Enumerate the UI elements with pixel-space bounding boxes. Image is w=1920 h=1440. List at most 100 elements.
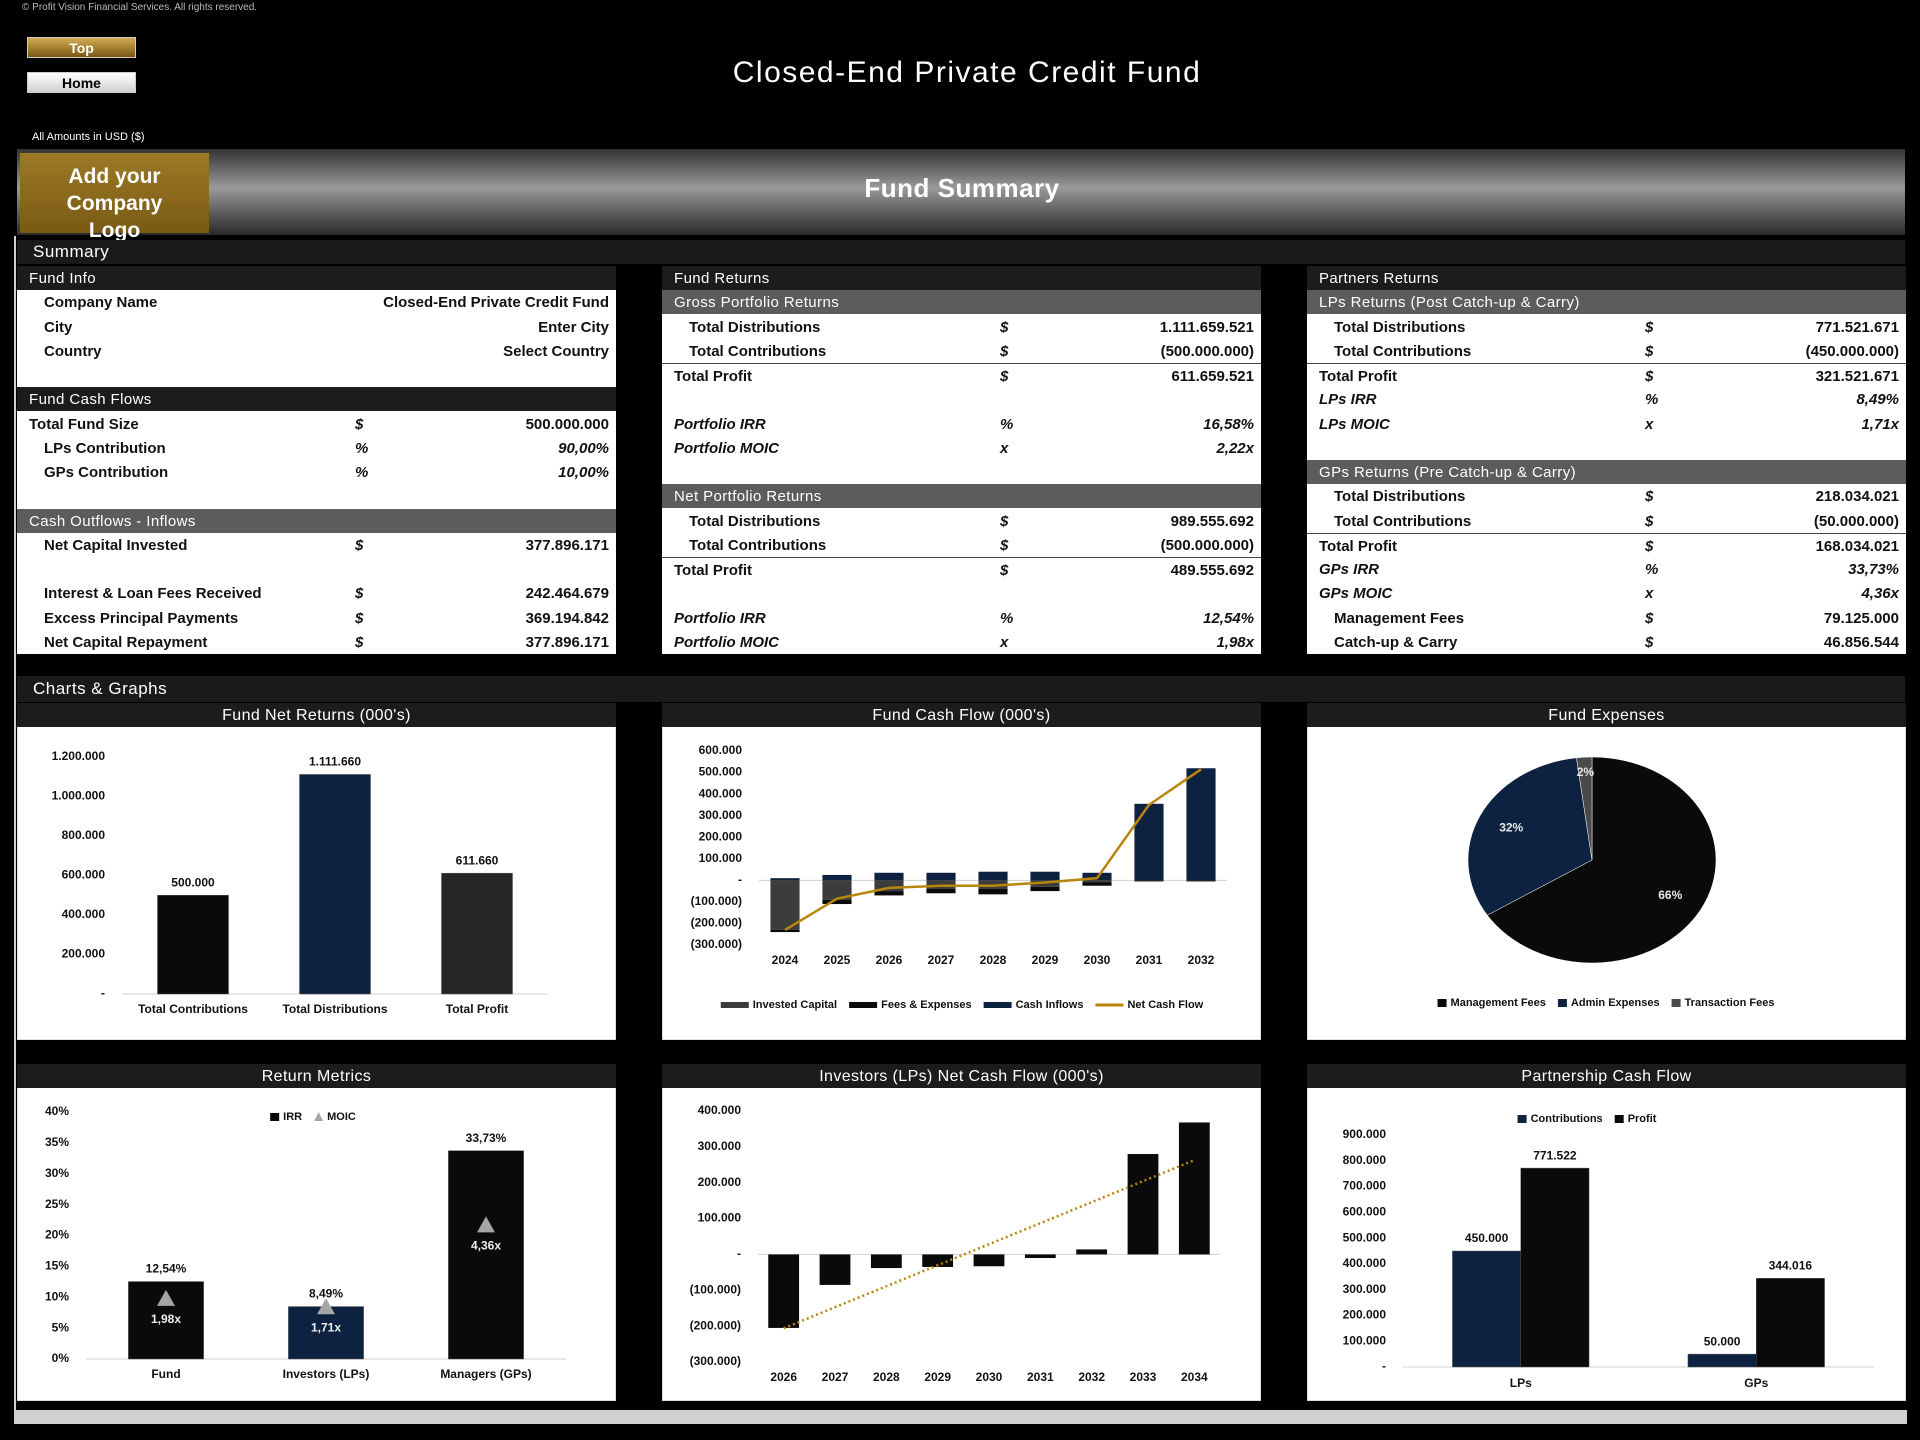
value-label: 66% — [1658, 888, 1682, 902]
trendline — [783, 1159, 1195, 1330]
row-label: Total Distributions — [1334, 488, 1466, 506]
row-value: (500.000.000) — [1160, 342, 1254, 360]
table-row: LPs Contribution% 90,00% — [17, 436, 616, 460]
row-unit: % — [1000, 609, 1014, 627]
table-row: Total Contributions $ (500.000.000) — [662, 533, 1261, 557]
bar — [1076, 1249, 1108, 1255]
chart-title-bar — [1307, 703, 1906, 727]
row-unit: $ — [1645, 609, 1654, 627]
x-tick-label: 2025 — [824, 953, 851, 967]
y-tick-label: - — [738, 873, 742, 887]
row-label: Net Capital Repayment — [44, 633, 208, 651]
row-value: 46.856.544 — [1823, 633, 1899, 651]
bar-segment — [1030, 871, 1060, 881]
bar — [299, 774, 371, 995]
row-unit: $ — [1000, 368, 1009, 385]
value-label: 771.522 — [1533, 1148, 1577, 1162]
row-value: 8,49% — [1856, 391, 1899, 409]
y-tick-label: - — [737, 1247, 741, 1261]
y-tick-label: (200.000) — [691, 916, 742, 930]
table-row: Total Contributions $ (450.000.000) — [1307, 339, 1906, 363]
y-tick-label: - — [101, 986, 105, 1000]
row-unit: % — [355, 439, 369, 457]
chart-title: Partnership Cash Flow — [1521, 1068, 1691, 1085]
legend-label: Cash Inflows — [1016, 999, 1084, 1011]
y-tick-label: 1.000.000 — [52, 789, 106, 803]
y-tick-label: (100.000) — [691, 894, 742, 908]
marker — [317, 1298, 335, 1315]
bar-segment — [822, 874, 852, 881]
value-label: 33,73% — [466, 1131, 507, 1145]
row-unit: $ — [1645, 537, 1654, 555]
value-label: 1,71x — [311, 1320, 341, 1334]
x-tick-label: 2028 — [980, 953, 1007, 967]
bar — [1178, 1122, 1210, 1255]
bar — [870, 1254, 902, 1269]
legend-label: Invested Capital — [753, 999, 837, 1011]
legend-label: IRR — [283, 1111, 302, 1123]
legend-swatch — [849, 1002, 878, 1008]
chart: Investors (LPs) Net Cash Flow (000's) (30… — [662, 1064, 1261, 1401]
column-title: Partners Returns — [1319, 270, 1439, 287]
row-label: Total Contributions — [1334, 512, 1472, 530]
top-button[interactable]: Top — [27, 37, 136, 58]
row-value: 377.896.171 — [525, 536, 609, 554]
row-unit: $ — [1645, 318, 1654, 336]
row-value: 1,71x — [1861, 415, 1899, 433]
table-row: LPs MOIC x 1,71x — [1307, 412, 1906, 436]
legend-swatch — [1557, 999, 1567, 1007]
chart-title-bar — [1307, 1064, 1906, 1088]
y-tick-label: 100.000 — [698, 1211, 742, 1225]
row-label: Total Fund Size — [29, 415, 139, 433]
x-tick-label: 2030 — [976, 1370, 1003, 1384]
row-value: 489.555.692 — [1170, 562, 1254, 579]
block-header: Fund Info — [17, 266, 616, 290]
bar-segment — [1134, 803, 1164, 881]
table-row: Total Profit $611.659.521 — [662, 363, 1261, 387]
home-button[interactable]: Home — [27, 72, 136, 93]
block-title: Cash Outflows - Inflows — [29, 512, 196, 530]
value-label: 1,98x — [151, 1312, 181, 1326]
bar-segment — [926, 872, 956, 881]
bar — [1756, 1278, 1825, 1368]
row-label: GPs MOIC — [1319, 585, 1393, 603]
bar-segment — [1082, 882, 1112, 886]
bar-segment — [770, 880, 800, 930]
column-header: Partners Returns — [1307, 266, 1906, 290]
table-row: Catch-up & Carry $46.856.544 — [1307, 630, 1906, 654]
table-row: Net Capital Invested $377.896.171 — [17, 533, 616, 557]
value-label: 32% — [1499, 821, 1523, 835]
row-value: 321.521.671 — [1815, 368, 1899, 385]
y-tick-label: 25% — [45, 1197, 69, 1211]
legend-swatch — [1671, 999, 1681, 1007]
y-tick-label: (100.000) — [690, 1282, 741, 1296]
bar — [768, 1254, 800, 1328]
table-row: Total Profit $321.521.671 — [1307, 363, 1906, 387]
table-row: Total Distributions $771.521.671 — [1307, 315, 1906, 339]
row-unit: $ — [1000, 342, 1009, 360]
table-row: GPs MOIC x 4,36x — [1307, 581, 1906, 605]
table-row: Excess Principal Payments $369.194.842 — [17, 606, 616, 630]
x-tick-label: 2027 — [822, 1370, 849, 1384]
y-tick-label: 200.000 — [62, 947, 106, 961]
summary-panel: Fund Returns Gross Portfolio Returns Total… — [662, 266, 1261, 654]
bar — [1024, 1254, 1056, 1259]
bar-segment — [926, 888, 956, 894]
row-unit: x — [1000, 439, 1009, 457]
row-label: Catch-up & Carry — [1334, 633, 1458, 651]
row-value: 79.125.000 — [1823, 609, 1899, 627]
table-row: Management Fees $79.125.000 — [1307, 606, 1906, 630]
bar — [1127, 1154, 1159, 1255]
y-tick-label: (300.000) — [690, 1354, 741, 1368]
chart-title-bar — [662, 1064, 1261, 1088]
y-tick-label: 200.000 — [698, 1175, 742, 1189]
row-unit: % — [355, 464, 369, 481]
row-label: Portfolio MOIC — [674, 439, 779, 457]
x-tick-label: LPs — [1510, 1376, 1532, 1390]
x-tick-label: Total Distributions — [282, 1002, 387, 1016]
bar-segment — [1186, 880, 1216, 882]
legend-label: Contributions — [1531, 1113, 1603, 1125]
table-row: Total Profit $168.034.021 — [1307, 532, 1906, 557]
row-value: 12,54% — [1203, 609, 1254, 627]
